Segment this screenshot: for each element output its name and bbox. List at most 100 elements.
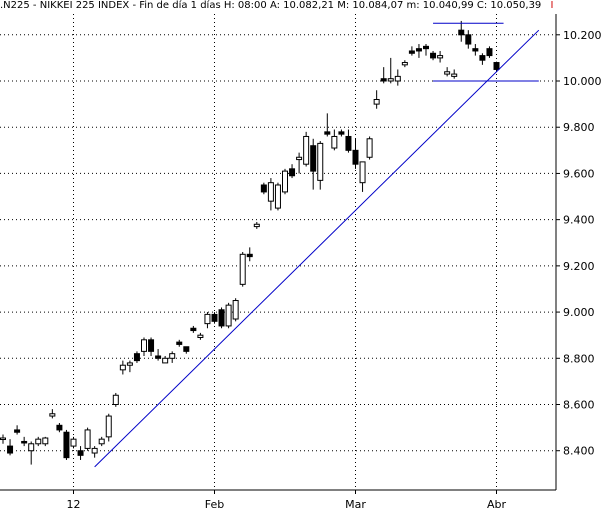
- candle-body-down: [260, 184, 267, 193]
- candle: [49, 409, 56, 419]
- candle-body-down: [148, 339, 155, 352]
- candle: [169, 351, 176, 363]
- candle: [472, 44, 479, 56]
- candle-body-up: [444, 71, 451, 75]
- candle: [415, 44, 422, 58]
- candle-body-up: [274, 184, 281, 209]
- candle-body-down: [493, 62, 500, 70]
- candle-body-up: [42, 437, 49, 445]
- candle: [126, 360, 133, 373]
- y-tick-label: 10.200: [563, 29, 602, 42]
- y-tick-label: 9.400: [563, 214, 595, 227]
- candle: [296, 152, 303, 174]
- candle-body-down: [380, 78, 387, 82]
- candle-body-up: [239, 253, 246, 285]
- candle: [310, 138, 317, 190]
- header-high: M: 10.084,07: [337, 0, 404, 11]
- candle-body-up: [373, 98, 380, 105]
- candle-body-up: [112, 394, 119, 406]
- candle: [465, 30, 472, 49]
- candle: [197, 332, 204, 340]
- candle: [232, 298, 239, 322]
- candle: [133, 351, 140, 363]
- candle: [366, 136, 373, 160]
- candle-body-up: [232, 300, 239, 320]
- candle: [225, 302, 232, 329]
- grid-lines: [0, 14, 556, 490]
- candle: [486, 46, 493, 58]
- candle-body-up: [91, 447, 98, 454]
- candle: [42, 436, 49, 447]
- candle-body-up: [84, 429, 91, 449]
- candle-body-up: [49, 413, 56, 417]
- candle: [493, 61, 500, 72]
- candle: [21, 436, 28, 447]
- candle-body-up: [70, 438, 77, 447]
- candle-body-up: [119, 364, 126, 371]
- candle-body-down: [408, 50, 415, 54]
- candle-body-up: [394, 75, 401, 82]
- candle-body-down: [415, 48, 422, 52]
- candle-body-down: [338, 131, 345, 135]
- header-end-mark: I: [550, 0, 554, 11]
- y-tick-label: 8.600: [563, 399, 595, 412]
- candle: [380, 67, 387, 84]
- candle-body-up: [401, 62, 408, 66]
- candle: [246, 247, 253, 262]
- candle-body-up: [331, 135, 338, 149]
- candle-body-up: [162, 357, 169, 364]
- header-close: C: 10.050,39: [476, 0, 542, 11]
- candle-body-up: [437, 55, 444, 59]
- x-tick-label: Abr: [487, 498, 507, 511]
- candle: [338, 129, 345, 137]
- candle-body-down: [324, 131, 331, 135]
- candle: [401, 60, 408, 68]
- candle: [345, 129, 352, 153]
- candle-body-down: [465, 34, 472, 45]
- candle-body-up: [35, 438, 42, 445]
- candle: [317, 141, 324, 190]
- candle-body-up: [98, 438, 105, 445]
- y-tick-label: 9.000: [563, 306, 595, 319]
- header-symbol: .N225 - NIKKEI 225 INDEX - Fin de día 1 …: [0, 0, 221, 11]
- candle-body-down: [246, 253, 253, 258]
- candle-body-down: [176, 341, 183, 345]
- candle: [444, 67, 451, 77]
- y-tick-label: 9.800: [563, 121, 595, 134]
- candle: [56, 422, 63, 433]
- candle: [7, 439, 14, 456]
- candle-body-down: [183, 346, 190, 352]
- candle: [148, 337, 155, 356]
- candle: [274, 182, 281, 211]
- candle: [77, 446, 84, 460]
- candle-body-up: [169, 353, 176, 359]
- candle: [394, 69, 401, 86]
- header-hour: H: 08:00: [223, 0, 267, 11]
- candle: [70, 436, 77, 449]
- candle: [190, 325, 197, 333]
- candle-body-down: [310, 145, 317, 172]
- candle-body-up: [303, 135, 310, 165]
- candle-body-up: [296, 156, 303, 161]
- candle: [112, 392, 119, 407]
- candle: [352, 138, 359, 169]
- candle: [63, 429, 70, 460]
- candle-body-up: [141, 339, 147, 352]
- candle: [239, 252, 246, 287]
- candle-body-down: [430, 52, 437, 59]
- candle-body-down: [289, 168, 296, 177]
- candle: [387, 57, 394, 84]
- candles: [0, 20, 500, 465]
- candle: [204, 312, 211, 329]
- candle: [105, 413, 112, 442]
- candle-body-down: [486, 48, 493, 57]
- candle: [282, 168, 288, 195]
- chart-header: .N225 - NIKKEI 225 INDEX - Fin de día 1 …: [0, 0, 612, 12]
- candle-body-up: [105, 415, 112, 438]
- candle-body-down: [211, 313, 218, 322]
- y-tick-label: 9.600: [563, 167, 595, 180]
- candle-body-up: [366, 138, 373, 158]
- candle: [0, 434, 6, 444]
- header-low: m: 10.040,99: [406, 0, 474, 11]
